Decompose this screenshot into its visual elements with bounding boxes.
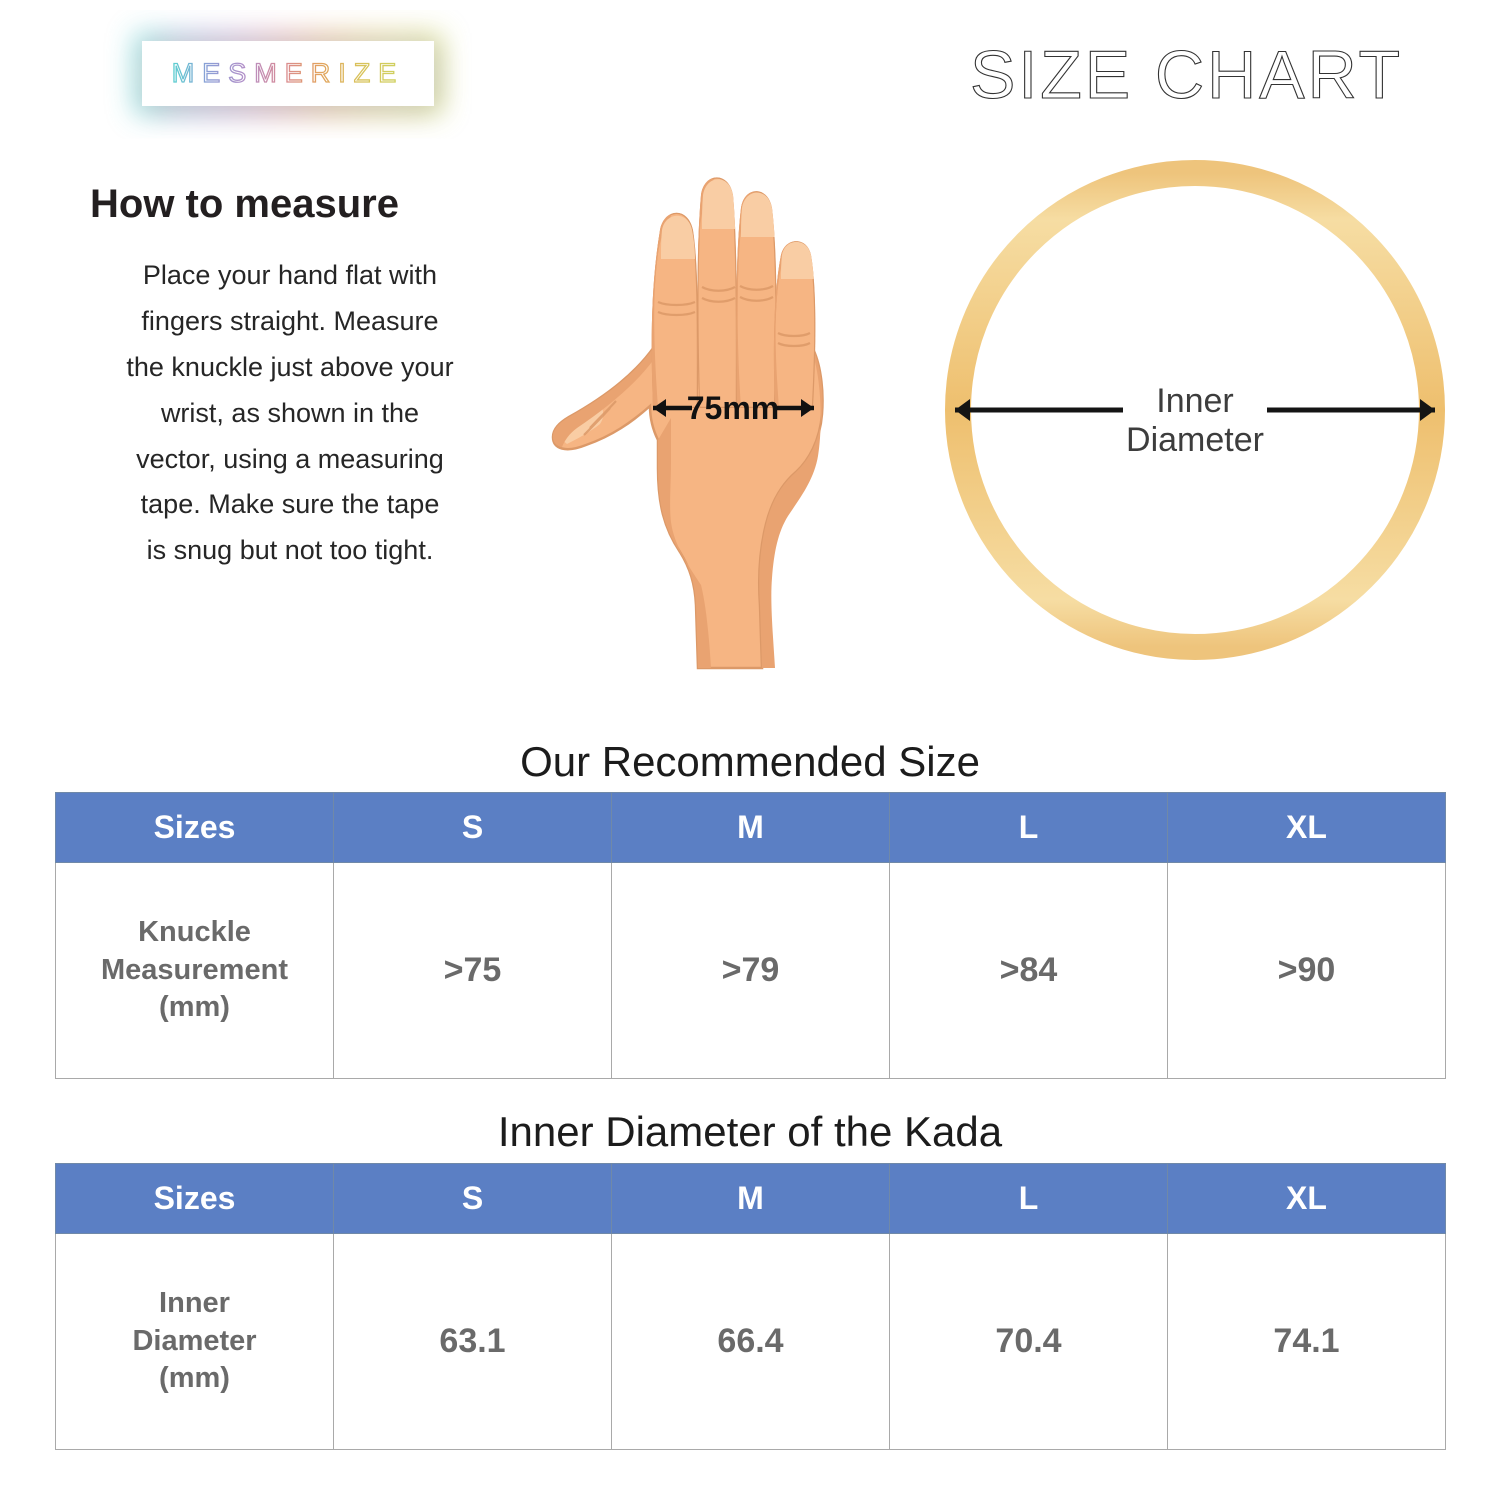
svg-text:SIZE CHART: SIZE CHART	[970, 37, 1403, 113]
svg-text:Inner: Inner	[1156, 382, 1234, 420]
svg-text:75mm: 75mm	[687, 390, 780, 426]
svg-text:Diameter: Diameter	[1126, 421, 1264, 459]
svg-text:MESMERIZE: MESMERIZE	[172, 58, 405, 88]
